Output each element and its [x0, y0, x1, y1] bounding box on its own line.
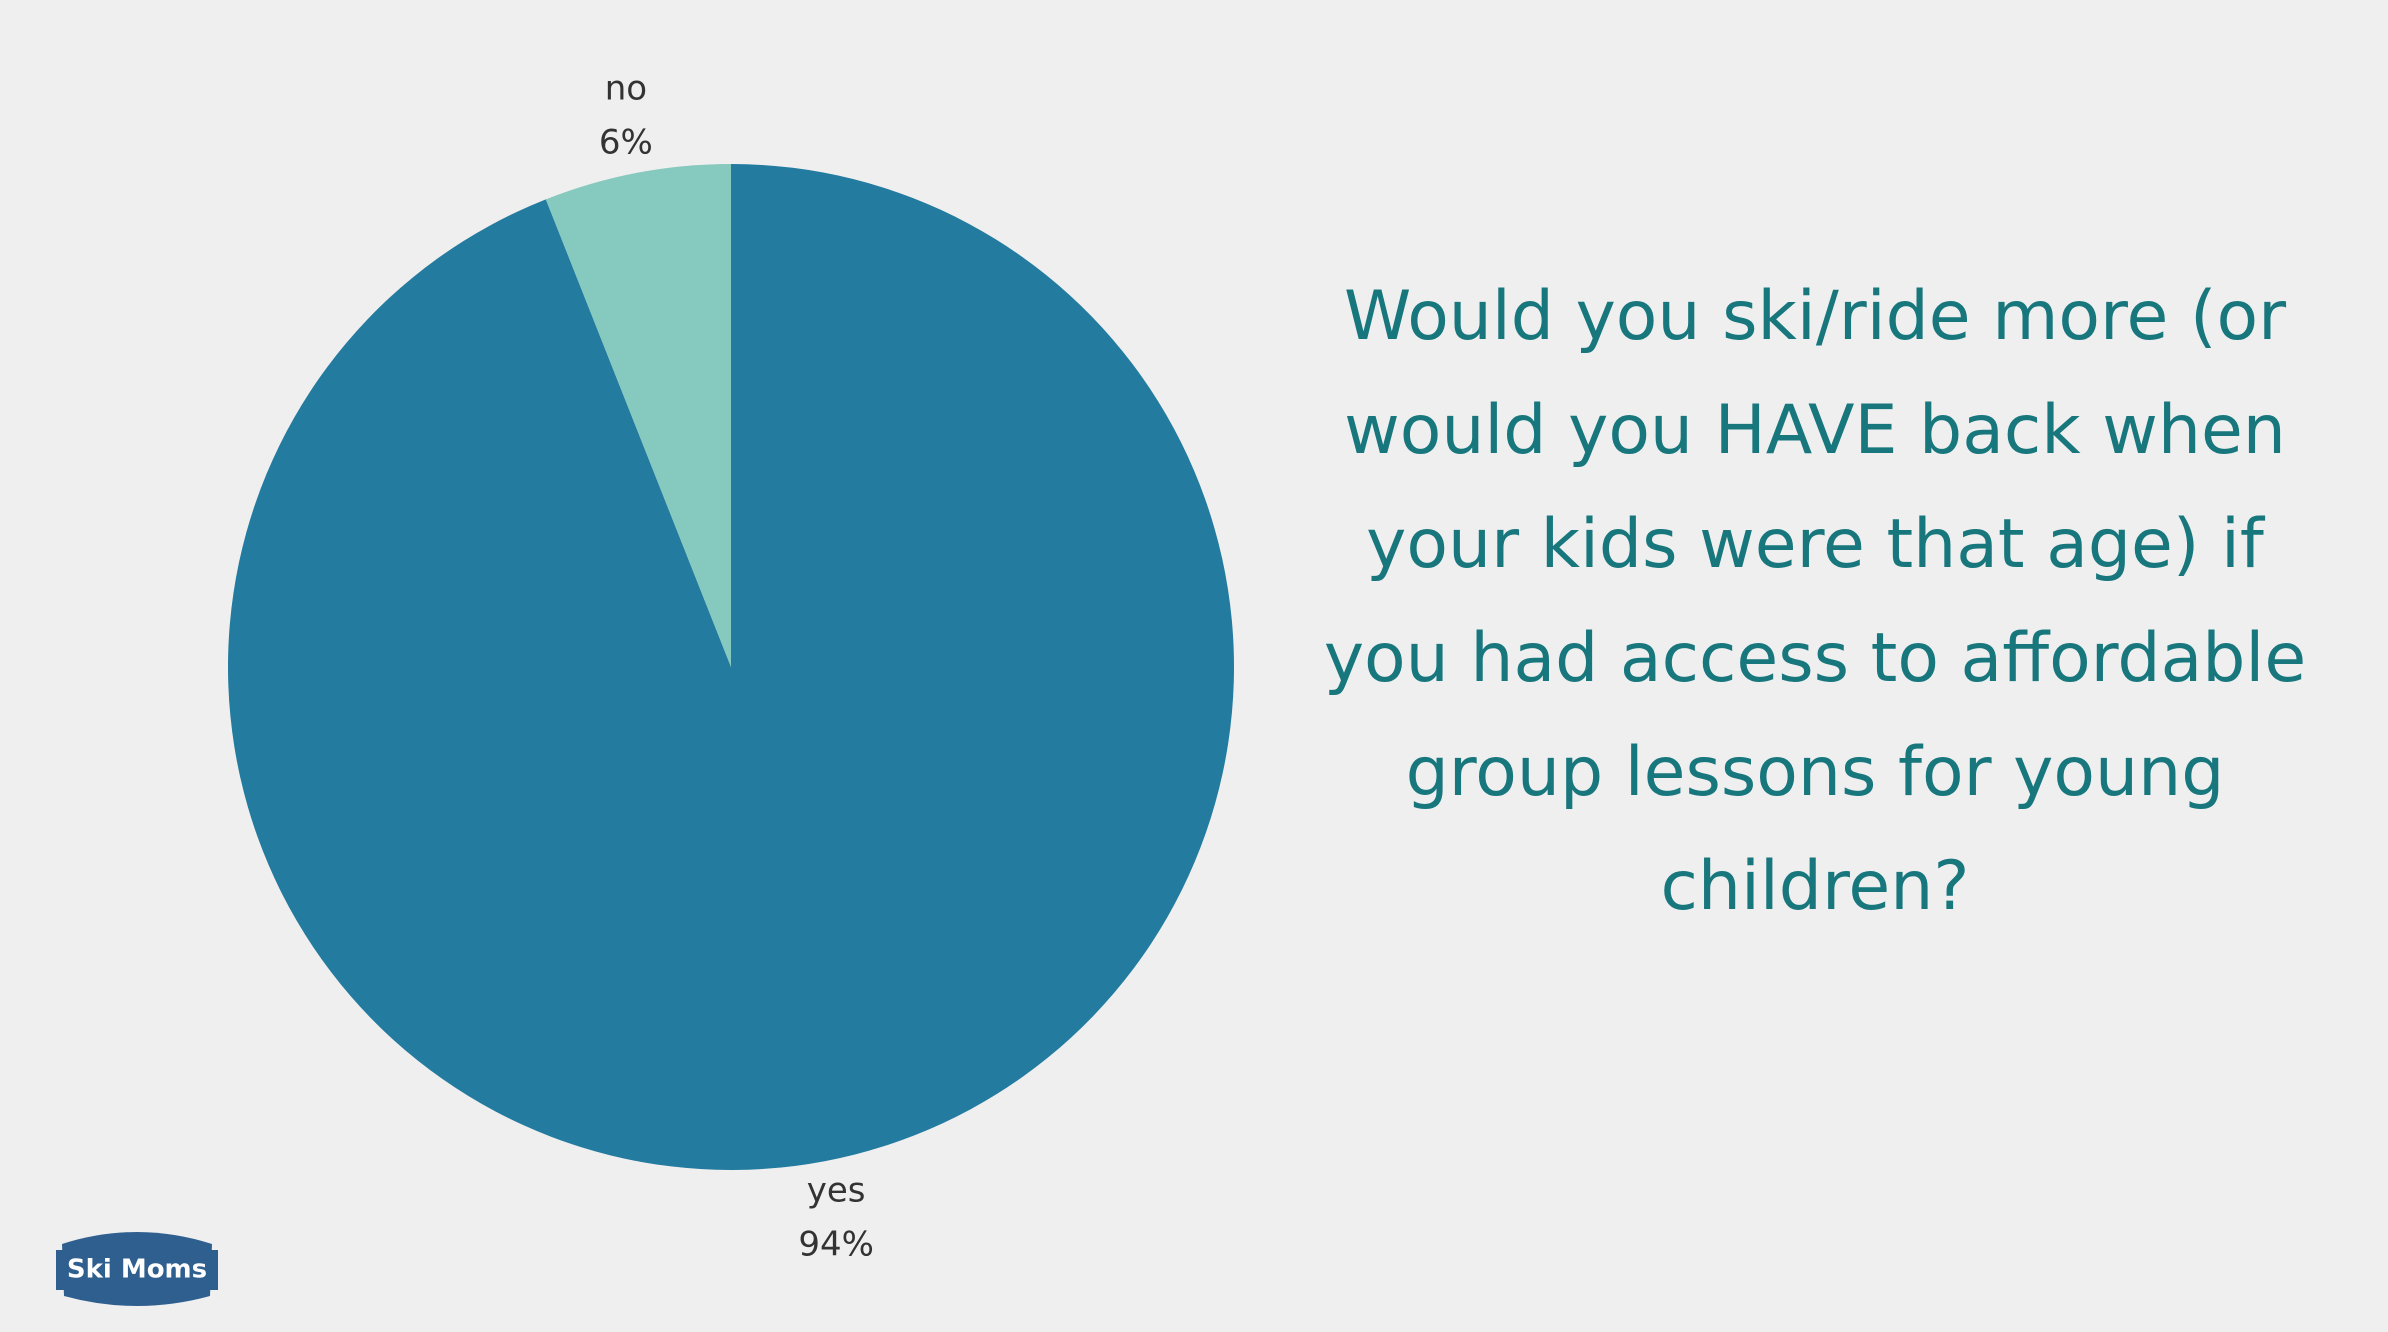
logo-strap [210, 1250, 218, 1290]
value-label: 6% [599, 122, 653, 162]
slice-label: yes [807, 1171, 866, 1211]
logo-strap [56, 1250, 64, 1290]
logo: Ski Moms [56, 1232, 218, 1306]
logo-goggle [62, 1232, 212, 1306]
slice-label: no [605, 68, 647, 108]
value-label: 94% [798, 1225, 874, 1265]
pie-slice [545, 164, 731, 667]
pie-slice [227, 164, 1234, 1170]
chart-title: Would you ski/ride more (or would you HA… [1323, 277, 2307, 926]
logo-text: Ski Moms [67, 1255, 207, 1285]
